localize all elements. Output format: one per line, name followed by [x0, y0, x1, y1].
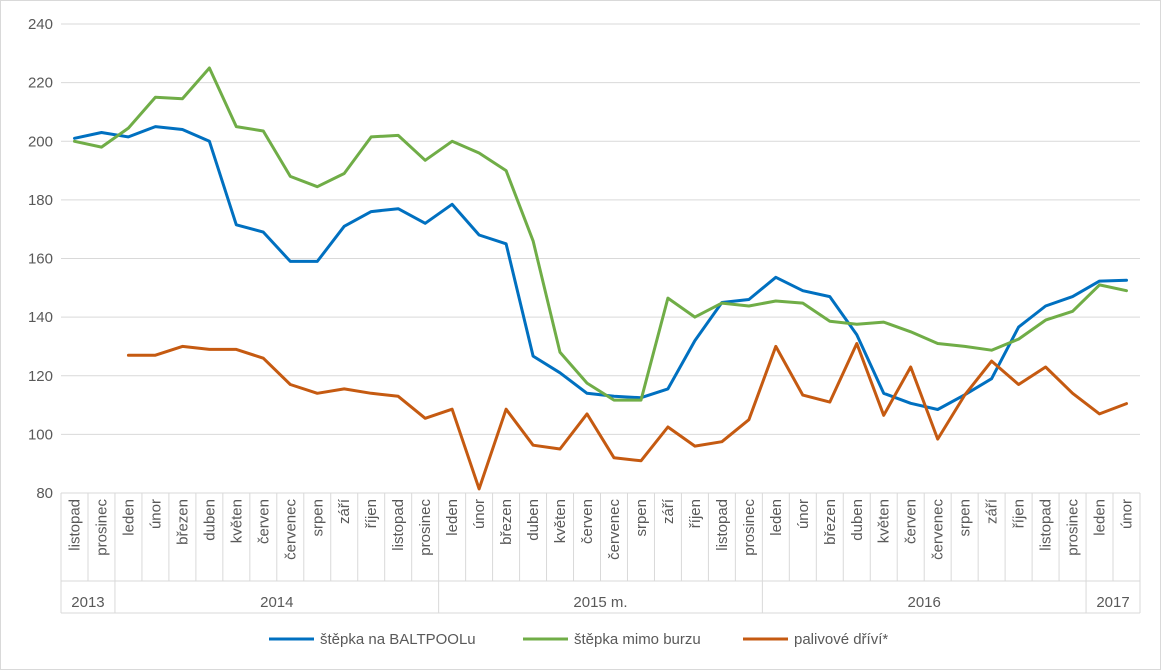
y-tick-label: 180	[28, 192, 53, 209]
y-tick-label: 220	[28, 75, 53, 92]
year-label: 2017	[1096, 594, 1129, 611]
legend-label: štěpka mimo burzu	[574, 631, 701, 648]
x-tick-label: březen	[822, 499, 839, 545]
x-tick-label: červen	[579, 499, 596, 544]
x-tick-label: září	[984, 498, 1001, 524]
series-line	[73, 125, 1128, 411]
y-tick-label: 240	[28, 16, 53, 33]
x-tick-label: červen	[255, 499, 272, 544]
y-tick-label: 120	[28, 368, 53, 385]
x-tick-label: prosinec	[741, 499, 758, 556]
x-tick-label: prosinec	[417, 499, 434, 556]
x-tick-label: únor	[795, 499, 812, 529]
x-tick-label: červen	[903, 499, 920, 544]
x-tick-label: březen	[174, 499, 191, 545]
x-tick-label: leden	[444, 499, 461, 536]
y-tick-label: 80	[36, 485, 53, 502]
year-label: 2014	[260, 594, 293, 611]
series-line	[126, 342, 1128, 491]
x-tick-label: říjen	[687, 499, 704, 528]
x-tick-label: leden	[120, 499, 137, 536]
legend-label: štěpka na BALTPOOLu	[320, 631, 476, 648]
x-tick-label: duben	[849, 499, 866, 541]
x-tick-label: duben	[525, 499, 542, 541]
x-tick-label: červenec	[282, 499, 299, 560]
y-tick-label: 200	[28, 133, 53, 150]
y-tick-label: 140	[28, 309, 53, 326]
x-tick-label: březen	[498, 499, 515, 545]
year-label: 2016	[908, 594, 941, 611]
x-tick-label: únor	[471, 499, 488, 529]
x-tick-label: říjen	[363, 499, 380, 528]
y-tick-label: 160	[28, 251, 53, 268]
x-tick-label: červenec	[930, 499, 947, 560]
x-tick-label: květen	[228, 499, 245, 543]
x-tick-label: prosinec	[93, 499, 110, 556]
x-tick-label: listopad	[390, 499, 407, 551]
y-tick-label: 100	[28, 426, 53, 443]
x-tick-label: listopad	[66, 499, 83, 551]
x-tick-label: listopad	[1038, 499, 1055, 551]
x-tick-label: srpen	[633, 499, 650, 537]
year-label: 2015 m.	[573, 594, 627, 611]
x-tick-label: říjen	[1011, 499, 1028, 528]
x-tick-label: srpen	[309, 499, 326, 537]
x-tick-label: leden	[768, 499, 785, 536]
x-tick-label: listopad	[714, 499, 731, 551]
x-tick-label: prosinec	[1065, 499, 1082, 556]
x-tick-label: duben	[201, 499, 218, 541]
x-tick-label: únor	[1119, 499, 1136, 529]
year-label: 2013	[71, 594, 104, 611]
x-tick-label: září	[336, 498, 353, 524]
x-tick-label: únor	[147, 499, 164, 529]
x-tick-label: září	[660, 498, 677, 524]
x-tick-label: leden	[1092, 499, 1109, 536]
x-tick-label: červenec	[606, 499, 623, 560]
x-tick-label: srpen	[957, 499, 974, 537]
x-tick-label: květen	[876, 499, 893, 543]
legend-label: palivové dříví*	[794, 631, 888, 648]
x-tick-label: květen	[552, 499, 569, 543]
series-line	[73, 66, 1128, 402]
